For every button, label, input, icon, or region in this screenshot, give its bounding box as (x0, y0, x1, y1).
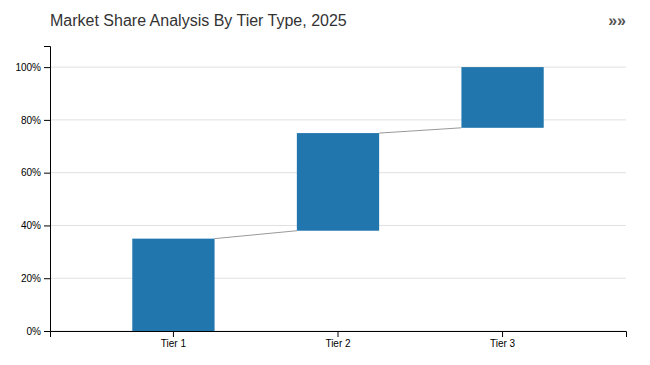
y-tick: 80% (21, 115, 50, 126)
annotation: »» (608, 12, 626, 29)
y-tick-mark (44, 173, 50, 174)
y-axis-line (44, 47, 51, 332)
y-tick-mark (44, 278, 50, 279)
bar (461, 67, 543, 128)
x-axis: Tier 1 Tier 2 Tier 3 (51, 331, 627, 349)
grid (50, 67, 626, 331)
y-tick-mark (44, 225, 50, 226)
y-tick: 60% (21, 167, 50, 178)
y-tick-label: 80% (21, 115, 41, 126)
bar (132, 239, 214, 331)
connector (215, 231, 297, 239)
x-tick-mark (338, 331, 339, 337)
x-tick: Tier 1 (161, 331, 187, 349)
chart-svg: Market Share Analysis By Tier Type, 2025… (0, 0, 650, 365)
y-tick-mark (44, 120, 50, 121)
plot: 0% 20% 40% 60% 80% 100% Tier 1 Tier 2 Tier 3 (15, 47, 626, 350)
x-tick-label: Tier 3 (490, 338, 516, 349)
title: Market Share Analysis By Tier Type, 2025 (50, 12, 347, 29)
y-tick-label: 60% (21, 167, 41, 178)
y-tick-label: 20% (21, 273, 41, 284)
y-tick-mark (44, 331, 50, 332)
y-tick-label: 0% (27, 326, 42, 337)
x-tick-mark (502, 331, 503, 337)
y-tick-label: 100% (15, 62, 41, 73)
y-tick: 0% (27, 326, 50, 337)
marks (132, 67, 543, 331)
y-axis: 0% 20% 40% 60% 80% 100% (15, 47, 50, 337)
x-tick-mark (173, 331, 174, 337)
y-tick-label: 40% (21, 220, 41, 231)
x-tick-label: Tier 2 (325, 338, 351, 349)
x-axis-line (51, 332, 627, 338)
y-tick: 20% (21, 273, 50, 284)
y-tick: 40% (21, 220, 50, 231)
connector (379, 128, 461, 133)
y-tick: 100% (15, 62, 50, 73)
x-tick-label: Tier 1 (161, 338, 187, 349)
x-tick: Tier 2 (325, 331, 351, 349)
bar (297, 133, 379, 231)
y-tick-mark (44, 67, 50, 68)
x-tick: Tier 3 (490, 331, 516, 349)
